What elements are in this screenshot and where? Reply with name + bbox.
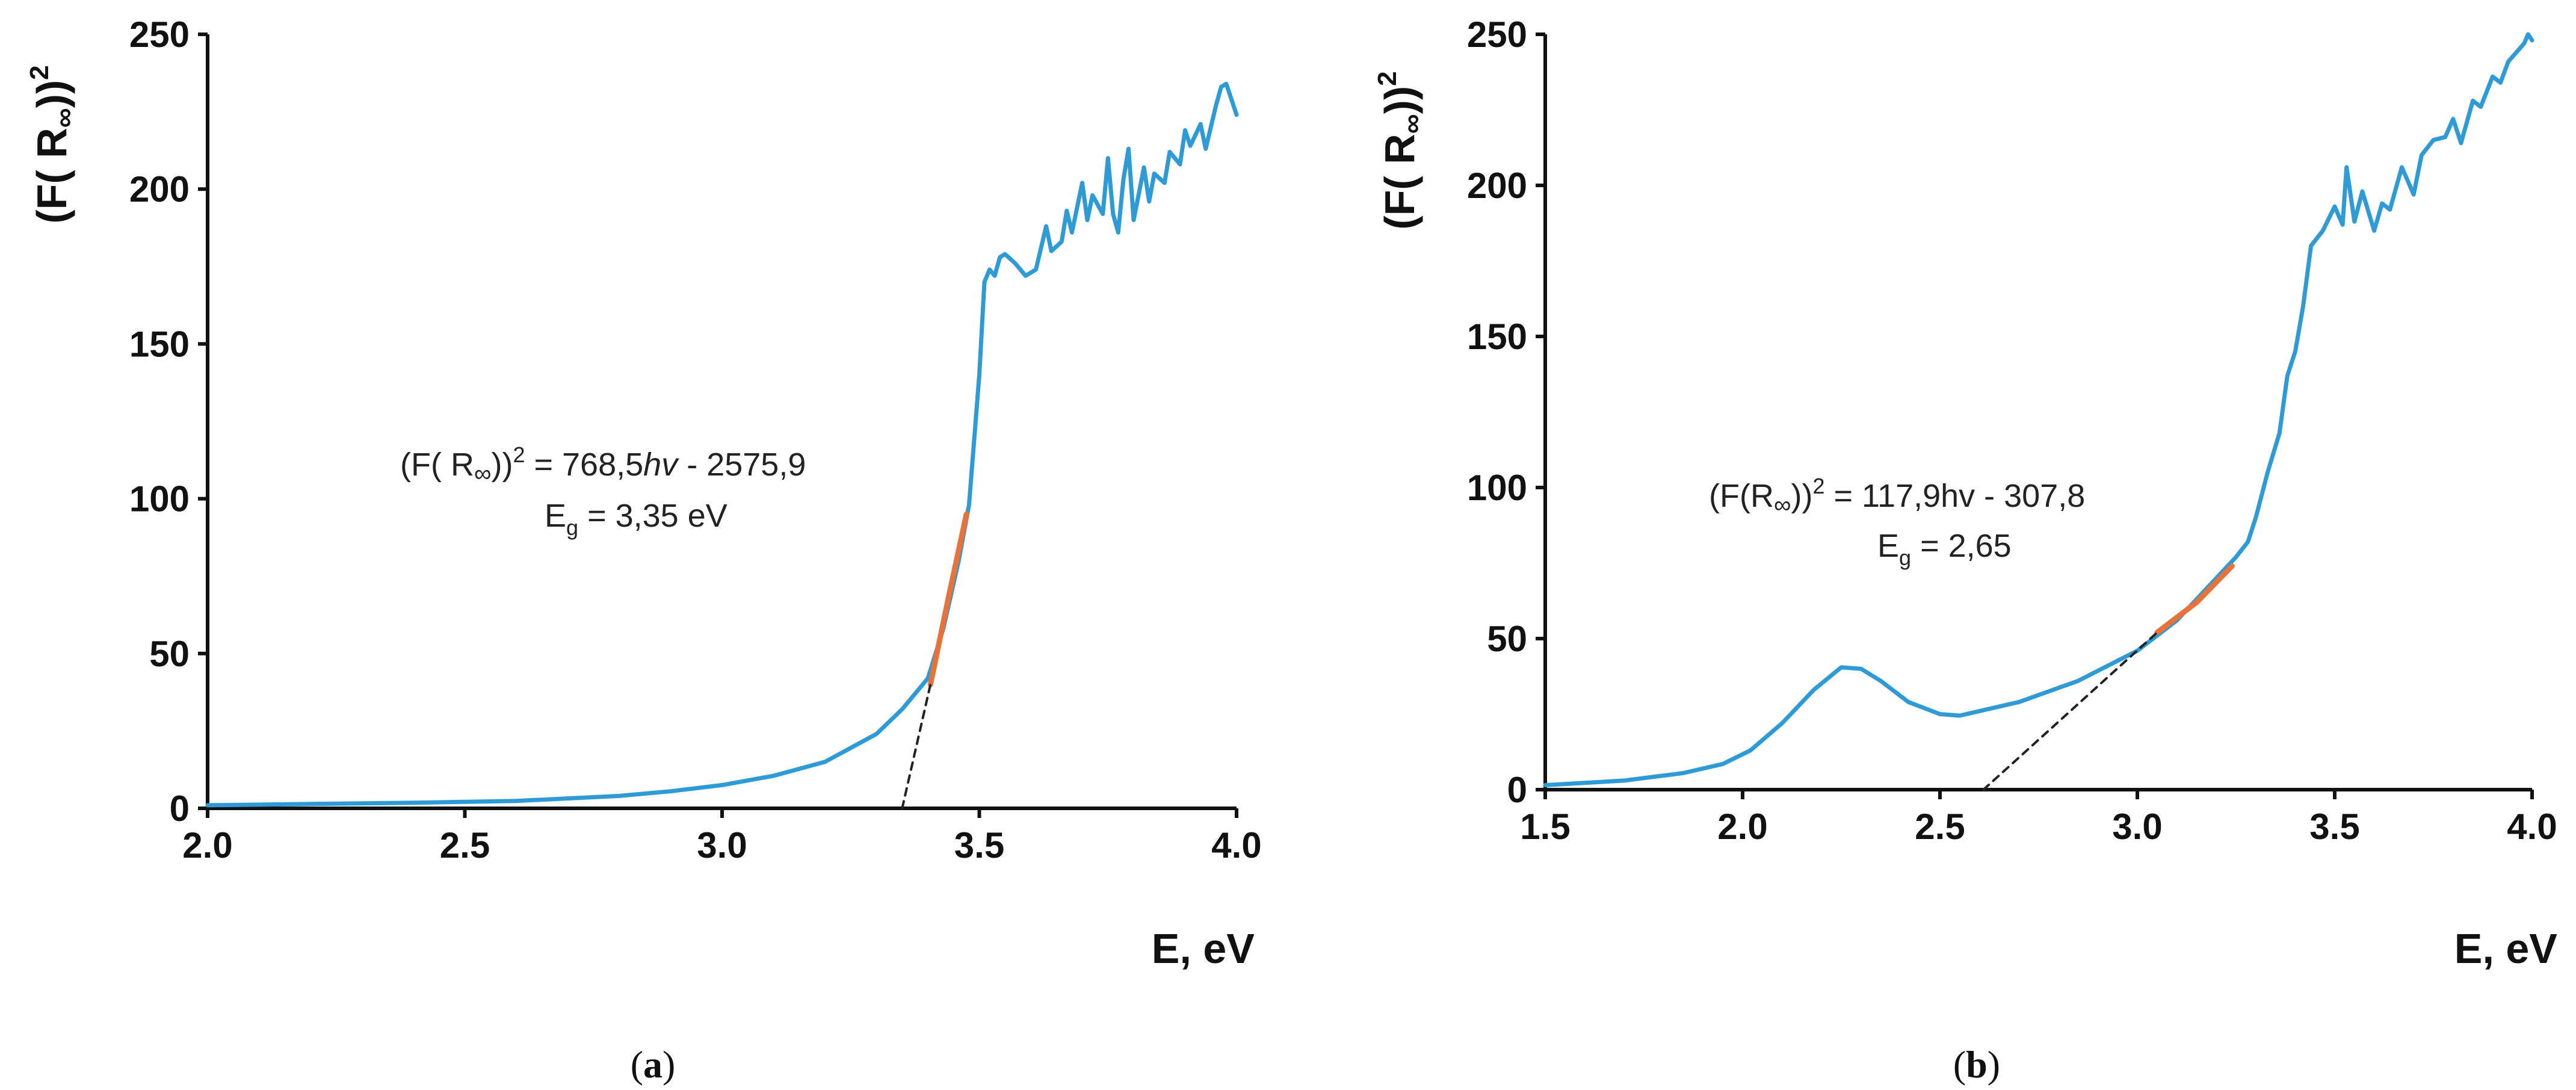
- x-tick-label: 1.5: [1520, 807, 1570, 847]
- x-tick-label: 4.0: [1211, 825, 1261, 865]
- series-line-spectrum: [205, 81, 1239, 808]
- x-tick-label: 2.5: [440, 825, 490, 865]
- chart-panel-b: 1.5 2.0 2.5 3.0 3.5 4.0 0 50 100 150 200 250 (F( R∞…: [1373, 14, 2557, 1086]
- series-group-a: [205, 81, 1239, 810]
- chart-panel-a: 2.0 2.5 3.0 3.5 4.0 0 50 100 150 200 250 (F( R∞))2…: [25, 14, 1262, 1086]
- x-tick-label: 2.5: [1915, 807, 1965, 847]
- y-tick-label: 50: [1487, 619, 1527, 659]
- x-tick-label: 3.5: [2309, 807, 2359, 847]
- series-line-linear-fit-region: [2154, 563, 2235, 636]
- y-axis-title-a: (F( R∞))2: [25, 65, 79, 223]
- y-tick-label: 200: [129, 169, 190, 209]
- y-tick-label: 250: [129, 14, 190, 55]
- equation-label-a: (F( R∞))2 = 768,5hv - 2575,9: [400, 442, 806, 487]
- y-tick-label: 100: [1467, 468, 1527, 508]
- panel-caption-a: (a): [631, 1043, 676, 1086]
- y-tick-label: 150: [1467, 317, 1527, 357]
- band-gap-label-a: Eg = 3,35 eV: [545, 498, 727, 540]
- axis-ticks-a: 2.0 2.5 3.0 3.5 4.0 0 50 100 150 200 250: [129, 14, 1262, 865]
- panel-caption-b: (b): [1953, 1043, 2000, 1086]
- series-line-extrapolation: [901, 683, 932, 810]
- x-axis-title-b: E, eV: [2454, 925, 2558, 972]
- x-tick-label: 4.0: [2507, 807, 2557, 847]
- y-tick-label: 250: [1467, 14, 1527, 55]
- y-tick-label: 50: [149, 634, 190, 674]
- y-tick-label: 100: [129, 479, 190, 519]
- x-tick-label: 3.0: [2112, 807, 2162, 847]
- x-axis-title-a: E, eV: [1152, 925, 1255, 972]
- y-tick-label: 0: [170, 788, 190, 829]
- y-tick-label: 200: [1467, 166, 1527, 206]
- equation-label-b: (F(R∞))2 = 117,9hv - 307,8: [1709, 474, 2085, 518]
- series-line-spectrum: [1543, 32, 2534, 787]
- y-tick-label: 0: [1507, 770, 1527, 810]
- band-gap-label-b: Eg = 2,65: [1877, 528, 2012, 570]
- x-tick-label: 3.0: [697, 825, 747, 865]
- y-tick-label: 150: [129, 324, 190, 364]
- series-group-b: [1543, 32, 2534, 791]
- axis-ticks-b: 1.5 2.0 2.5 3.0 3.5 4.0 0 50 100 150 200 250: [1467, 14, 2557, 847]
- series-line-extrapolation: [1982, 631, 2158, 791]
- series-line-linear-fit-region: [927, 511, 969, 687]
- x-tick-label: 2.0: [1717, 807, 1767, 847]
- x-tick-label: 3.5: [954, 825, 1004, 865]
- y-axis-title-b: (F( R∞))2: [1373, 71, 1427, 229]
- x-tick-label: 2.0: [182, 825, 232, 865]
